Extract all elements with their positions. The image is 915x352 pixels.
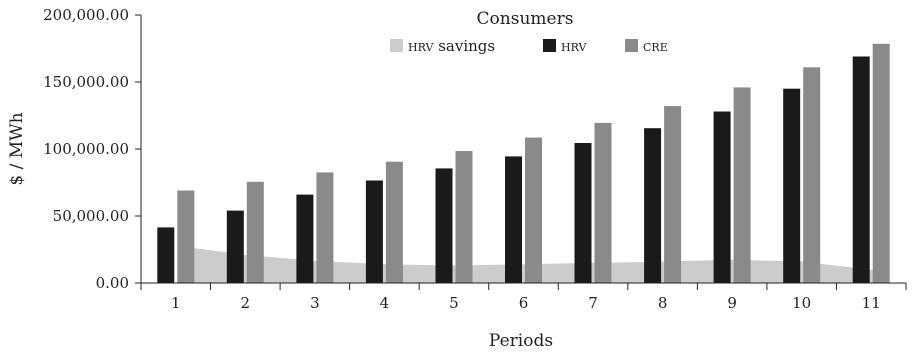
x-tick-label-3: 3 xyxy=(310,294,320,312)
bar-cre-5 xyxy=(455,151,473,283)
bar-hrv-8 xyxy=(644,128,662,283)
bar-cre-3 xyxy=(316,172,334,283)
legend-label-cre: CRE xyxy=(643,37,668,55)
bar-cre-1 xyxy=(177,190,195,283)
bar-hrv-9 xyxy=(713,111,731,283)
bar-hrv-1 xyxy=(157,227,175,283)
x-tick-label-11: 11 xyxy=(862,294,881,312)
y-tick-label-1: 50,000.00 xyxy=(53,207,129,225)
bar-cre-10 xyxy=(803,67,821,283)
x-tick-label-7: 7 xyxy=(588,294,598,312)
y-tick-label-0: 0.00 xyxy=(96,274,129,292)
bar-cre-4 xyxy=(385,161,403,283)
y-tick-label-4: 200,000.00 xyxy=(43,6,129,24)
x-tick-label-10: 10 xyxy=(792,294,811,312)
y-tick-label-3: 150,000.00 xyxy=(43,73,129,91)
legend-swatch-hrv xyxy=(543,39,556,52)
bar-hrv-2 xyxy=(226,210,244,283)
bar-layer xyxy=(157,43,890,284)
bar-cre-6 xyxy=(525,137,542,283)
bar-hrv-5 xyxy=(435,168,453,283)
bar-cre-7 xyxy=(594,122,612,284)
legend-label-hrv-savings: HRV savings xyxy=(408,37,495,55)
x-tick-label-9: 9 xyxy=(727,294,737,312)
bar-hrv-3 xyxy=(296,194,314,283)
bar-hrv-7 xyxy=(574,143,592,283)
legend-label-hrv: HRV xyxy=(561,37,587,55)
bar-hrv-4 xyxy=(365,180,383,283)
y-axis-label: $ / MWh xyxy=(7,112,27,185)
bar-cre-11 xyxy=(872,43,890,283)
legend-swatch-hrv-savings xyxy=(390,39,403,52)
x-tick-label-1: 1 xyxy=(171,294,181,312)
y-tick-label-2: 100,000.00 xyxy=(43,140,129,158)
legend-swatch-cre xyxy=(625,39,638,52)
bar-cre-9 xyxy=(733,87,751,284)
bar-cre-2 xyxy=(246,181,264,283)
x-tick-label-2: 2 xyxy=(241,294,251,312)
x-tick-layer: 1 2 3 4 5 6 7 8 9 10 11 xyxy=(140,283,907,312)
x-tick-label-8: 8 xyxy=(658,294,668,312)
x-axis-label: Periods xyxy=(489,331,553,351)
bar-hrv-11 xyxy=(852,56,870,283)
x-tick-label-4: 4 xyxy=(380,294,390,312)
bar-hrv-10 xyxy=(783,88,801,283)
x-tick-label-6: 6 xyxy=(519,294,529,312)
y-tick-layer: 0.00 50,000.00 100,000.00 150,000.00 200,000… xyxy=(43,6,141,292)
bar-hrv-6 xyxy=(505,156,522,283)
x-tick-label-5: 5 xyxy=(449,294,459,312)
chart-title: Consumers xyxy=(477,9,574,29)
legend: HRV savings HRV CRE xyxy=(390,37,668,55)
bar-cre-8 xyxy=(664,106,682,283)
